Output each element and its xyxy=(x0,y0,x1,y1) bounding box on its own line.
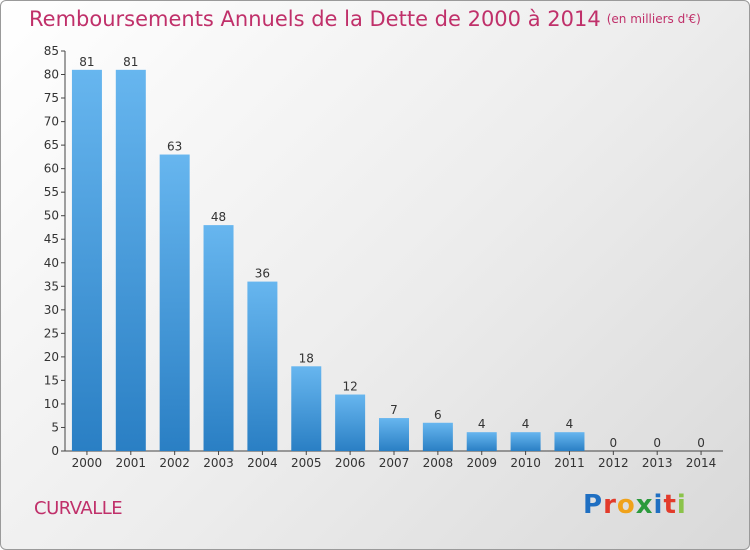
data-label-2010: 4 xyxy=(522,417,530,431)
data-label-2000: 81 xyxy=(79,55,94,69)
y-tick-label: 45 xyxy=(44,232,59,246)
x-tick-label-2010: 2010 xyxy=(510,456,541,470)
y-tick-label: 5 xyxy=(51,420,59,434)
y-tick-label: 0 xyxy=(51,444,59,458)
chart-title-text: Remboursements Annuels de la Dette de 20… xyxy=(29,7,601,31)
bar-2008 xyxy=(422,422,453,451)
x-tick-label-2007: 2007 xyxy=(379,456,410,470)
x-tick-label-2004: 2004 xyxy=(247,456,278,470)
data-label-2011: 4 xyxy=(566,417,574,431)
data-label-2013: 0 xyxy=(653,436,661,450)
data-label-2005: 18 xyxy=(299,351,314,365)
y-tick-label: 30 xyxy=(44,303,59,317)
bar-2004 xyxy=(247,281,278,451)
data-label-2002: 63 xyxy=(167,140,182,154)
data-label-2003: 48 xyxy=(211,210,226,224)
y-tick-label: 65 xyxy=(44,138,59,152)
y-tick-label: 25 xyxy=(44,326,59,340)
x-tick-label-2001: 2001 xyxy=(116,456,147,470)
y-tick-label: 80 xyxy=(44,68,59,82)
bar-2007 xyxy=(379,418,409,451)
y-tick-label: 10 xyxy=(44,397,59,411)
bar-2003 xyxy=(203,225,234,451)
y-tick-label: 55 xyxy=(44,185,59,199)
bar-2000 xyxy=(71,69,102,451)
x-tick-label-2000: 2000 xyxy=(72,456,103,470)
proxiti-logo: Proxiti xyxy=(583,490,687,520)
y-tick-label: 60 xyxy=(44,162,59,176)
data-label-2004: 36 xyxy=(255,267,270,281)
x-tick-label-2006: 2006 xyxy=(335,456,366,470)
bar-2009 xyxy=(466,432,497,451)
x-tick-label-2003: 2003 xyxy=(203,456,234,470)
y-tick-label: 70 xyxy=(44,115,59,129)
bar-2005 xyxy=(291,366,322,451)
bar-2002 xyxy=(159,154,190,451)
chart-title: Remboursements Annuels de la Dette de 20… xyxy=(29,7,701,31)
x-tick-label-2014: 2014 xyxy=(686,456,717,470)
data-label-2008: 6 xyxy=(434,408,442,422)
y-tick-label: 35 xyxy=(44,279,59,293)
bar-2011 xyxy=(554,432,585,451)
x-tick-label-2011: 2011 xyxy=(554,456,585,470)
y-tick-label: 50 xyxy=(44,209,59,223)
y-tick-label: 75 xyxy=(44,91,59,105)
data-label-2001: 81 xyxy=(123,55,138,69)
data-label-2012: 0 xyxy=(610,436,618,450)
y-tick-label: 40 xyxy=(44,256,59,270)
x-tick-label-2009: 2009 xyxy=(466,456,497,470)
bar-2010 xyxy=(510,432,541,451)
x-tick-label-2013: 2013 xyxy=(642,456,673,470)
unit-note: (en milliers d'€) xyxy=(606,12,701,26)
x-tick-label-2008: 2008 xyxy=(423,456,454,470)
bar-2006 xyxy=(335,394,366,451)
data-label-2014: 0 xyxy=(697,436,705,450)
x-tick-label-2002: 2002 xyxy=(159,456,190,470)
y-tick-label: 15 xyxy=(44,373,59,387)
y-tick-label: 85 xyxy=(44,44,59,58)
y-tick-label: 20 xyxy=(44,350,59,364)
commune-name: CURVALLE xyxy=(34,498,123,519)
x-tick-label-2005: 2005 xyxy=(291,456,322,470)
data-label-2007: 7 xyxy=(390,403,398,417)
bar-2001 xyxy=(115,69,146,451)
x-tick-label-2012: 2012 xyxy=(598,456,629,470)
data-label-2009: 4 xyxy=(478,417,486,431)
data-label-2006: 12 xyxy=(342,380,357,394)
